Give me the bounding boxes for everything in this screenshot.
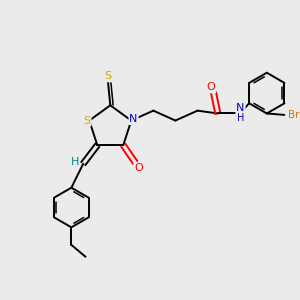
Text: H: H <box>70 157 79 167</box>
Text: S: S <box>83 116 91 125</box>
Text: N: N <box>236 103 245 113</box>
Text: H: H <box>237 113 244 123</box>
Text: O: O <box>206 82 215 92</box>
Text: O: O <box>134 163 143 173</box>
Text: Br: Br <box>288 110 299 120</box>
Text: N: N <box>129 114 138 124</box>
Text: S: S <box>104 71 112 81</box>
